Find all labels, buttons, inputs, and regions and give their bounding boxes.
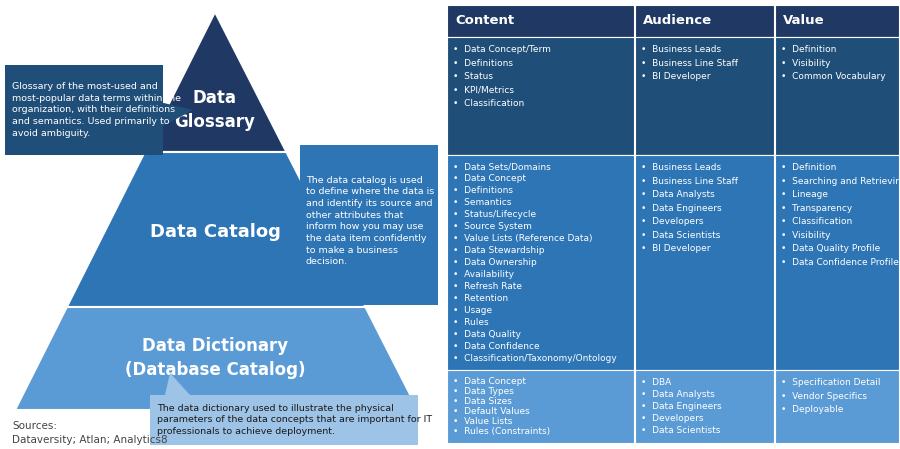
Polygon shape — [15, 307, 418, 410]
Text: •  Definitions: • Definitions — [453, 186, 513, 195]
Text: •  Business Leads: • Business Leads — [641, 163, 721, 172]
Text: •  Default Values: • Default Values — [453, 407, 530, 416]
Text: •  Data Quality Profile: • Data Quality Profile — [781, 244, 880, 253]
Text: •  Data Sizes: • Data Sizes — [453, 397, 512, 406]
Text: •  Data Types: • Data Types — [453, 387, 514, 396]
FancyBboxPatch shape — [447, 155, 634, 370]
Text: •  Data Engineers: • Data Engineers — [641, 204, 722, 213]
Text: •  Developers: • Developers — [641, 414, 704, 423]
FancyBboxPatch shape — [300, 145, 438, 305]
Text: •  Vendor Specifics: • Vendor Specifics — [781, 392, 867, 401]
Text: •  Classification: • Classification — [453, 99, 524, 108]
Text: •  Data Scientists: • Data Scientists — [641, 231, 720, 240]
Text: Data Dictionary
(Database Catalog): Data Dictionary (Database Catalog) — [125, 337, 305, 379]
Text: •  Business Line Staff: • Business Line Staff — [641, 59, 738, 68]
Polygon shape — [300, 281, 340, 305]
Text: •  Data Confidence Profile: • Data Confidence Profile — [781, 258, 899, 267]
Text: •  Data Sets/Domains: • Data Sets/Domains — [453, 163, 551, 172]
Text: Content: Content — [455, 14, 514, 27]
Text: •  Searching and Retrieving: • Searching and Retrieving — [781, 177, 900, 186]
Text: Glossary of the most-used and
most-popular data terms within the
organization, w: Glossary of the most-used and most-popul… — [12, 82, 181, 138]
FancyBboxPatch shape — [447, 370, 634, 443]
Text: •  Common Vocabulary: • Common Vocabulary — [781, 72, 886, 81]
Text: •  Status/Lifecycle: • Status/Lifecycle — [453, 210, 536, 219]
Text: •  Data Scientists: • Data Scientists — [641, 427, 720, 436]
Polygon shape — [145, 12, 286, 152]
Text: The data catalog is used
to define where the data is
and identify its source and: The data catalog is used to define where… — [306, 176, 434, 266]
Text: •  Data Ownership: • Data Ownership — [453, 258, 536, 267]
Text: •  Usage: • Usage — [453, 306, 492, 315]
Text: The data dictionary used to illustrate the physical
parameters of the data conce: The data dictionary used to illustrate t… — [157, 404, 432, 436]
Text: •  Rules: • Rules — [453, 318, 489, 327]
FancyBboxPatch shape — [775, 370, 899, 443]
FancyBboxPatch shape — [635, 5, 774, 37]
Text: •  Data Engineers: • Data Engineers — [641, 402, 722, 411]
FancyBboxPatch shape — [447, 5, 634, 37]
Text: •  KPI/Metrics: • KPI/Metrics — [453, 86, 514, 95]
Text: •  Availability: • Availability — [453, 270, 514, 279]
Text: •  Data Concept: • Data Concept — [453, 174, 526, 183]
Text: •  Specification Detail: • Specification Detail — [781, 378, 880, 387]
FancyBboxPatch shape — [775, 5, 899, 37]
Text: •  Definition: • Definition — [781, 163, 836, 172]
Text: •  DBA: • DBA — [641, 378, 671, 387]
Text: •  Refresh Rate: • Refresh Rate — [453, 282, 522, 291]
Text: Data Catalog: Data Catalog — [149, 223, 281, 241]
Polygon shape — [67, 152, 365, 307]
FancyBboxPatch shape — [447, 37, 634, 155]
Text: Data
Glossary: Data Glossary — [175, 89, 256, 131]
Text: •  Classification: • Classification — [781, 217, 852, 226]
Text: •  Developers: • Developers — [641, 217, 704, 226]
Text: •  Data Analysts: • Data Analysts — [641, 190, 715, 199]
Text: •  Data Stewardship: • Data Stewardship — [453, 246, 544, 255]
Text: •  Rules (Constraints): • Rules (Constraints) — [453, 427, 550, 436]
Text: •  BI Developer: • BI Developer — [641, 244, 710, 253]
FancyBboxPatch shape — [775, 37, 899, 155]
Text: •  Semantics: • Semantics — [453, 198, 511, 207]
Text: •  Source System: • Source System — [453, 222, 532, 231]
Text: •  Visibility: • Visibility — [781, 231, 831, 240]
Text: •  Value Lists: • Value Lists — [453, 417, 512, 426]
Text: •  Business Line Staff: • Business Line Staff — [641, 177, 738, 186]
Text: •  Data Analysts: • Data Analysts — [641, 390, 715, 399]
Text: Value: Value — [783, 14, 824, 27]
Text: •  Classification/Taxonomy/Ontology: • Classification/Taxonomy/Ontology — [453, 353, 616, 362]
FancyBboxPatch shape — [635, 370, 774, 443]
Text: •  Definitions: • Definitions — [453, 59, 513, 68]
Text: •  Lineage: • Lineage — [781, 190, 828, 199]
Text: •  BI Developer: • BI Developer — [641, 72, 710, 81]
Text: •  Status: • Status — [453, 72, 493, 81]
Text: •  Retention: • Retention — [453, 294, 508, 303]
Text: •  Visibility: • Visibility — [781, 59, 831, 68]
Text: Audience: Audience — [643, 14, 712, 27]
Text: •  Value Lists (Reference Data): • Value Lists (Reference Data) — [453, 234, 592, 243]
Text: •  Data Confidence: • Data Confidence — [453, 342, 540, 351]
FancyBboxPatch shape — [775, 155, 899, 370]
Polygon shape — [165, 373, 190, 395]
Text: •  Data Quality: • Data Quality — [453, 330, 521, 339]
Polygon shape — [163, 103, 193, 126]
FancyBboxPatch shape — [635, 37, 774, 155]
Text: •  Transparency: • Transparency — [781, 204, 852, 213]
Text: Sources:
Dataversity; Atlan; Analytics8: Sources: Dataversity; Atlan; Analytics8 — [12, 421, 167, 445]
FancyBboxPatch shape — [150, 395, 418, 445]
Text: •  Business Leads: • Business Leads — [641, 45, 721, 54]
Text: •  Data Concept/Term: • Data Concept/Term — [453, 45, 551, 54]
Text: •  Definition: • Definition — [781, 45, 836, 54]
Text: •  Deployable: • Deployable — [781, 405, 843, 414]
FancyBboxPatch shape — [5, 65, 163, 155]
FancyBboxPatch shape — [635, 155, 774, 370]
Text: •  Data Concept: • Data Concept — [453, 377, 526, 386]
